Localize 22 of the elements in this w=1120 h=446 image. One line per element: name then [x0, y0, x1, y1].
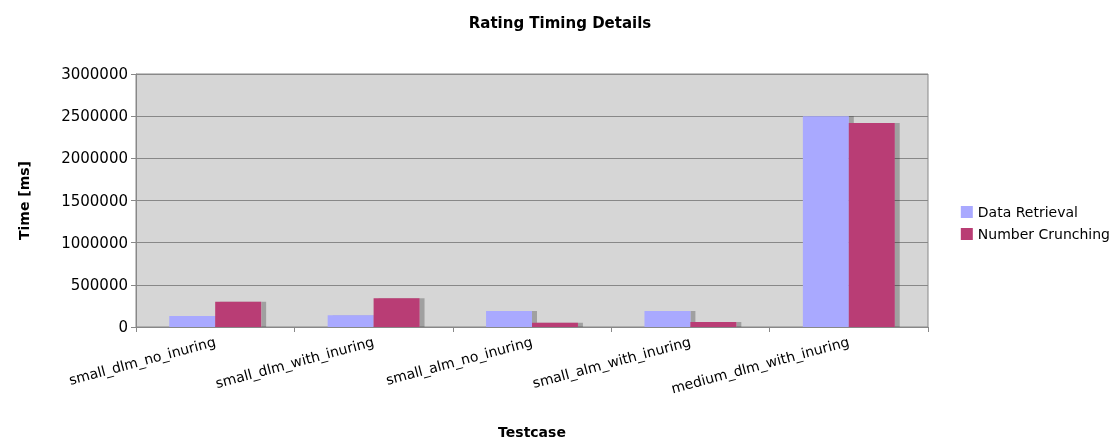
bar: [802, 116, 849, 327]
y-tick-label: 0: [118, 318, 128, 336]
bar: [169, 316, 216, 327]
bar: [327, 315, 374, 327]
bar: [486, 310, 532, 327]
y-tick-label: 1500000: [61, 191, 128, 210]
y-tick-label: 2500000: [61, 107, 128, 126]
bar: [373, 298, 420, 327]
y-axis-title: Time [ms]: [16, 160, 32, 241]
x-axis-title: Testcase: [498, 424, 566, 440]
legend-label: Number Crunching: [977, 226, 1110, 242]
bar: [848, 122, 895, 327]
y-tick-label: 2000000: [61, 149, 128, 168]
legend-label: Data Retrieval: [977, 204, 1078, 220]
y-tick-label: 1000000: [61, 233, 128, 252]
bar: [690, 321, 737, 327]
bar: [644, 310, 691, 327]
bar: [215, 301, 262, 327]
bar: [532, 322, 578, 327]
y-tick-label: 3000000: [61, 65, 128, 83]
chart-title: Rating Timing Details: [468, 13, 652, 32]
y-tick-label: 500000: [70, 275, 128, 294]
